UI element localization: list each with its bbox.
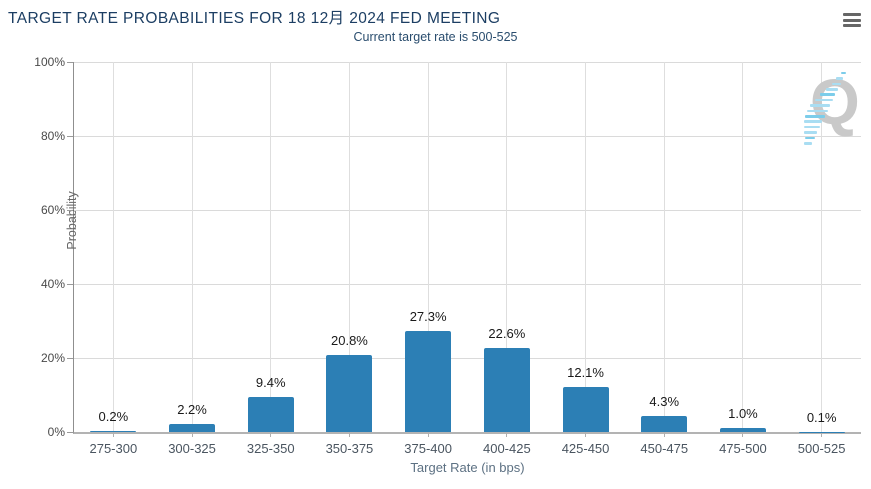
hamburger-bar <box>843 18 861 22</box>
x-axis-title: Target Rate (in bps) <box>410 460 525 475</box>
probability-bar[interactable] <box>483 348 530 432</box>
probability-bar[interactable] <box>405 331 452 432</box>
x-tick-label: 325-350 <box>246 441 295 456</box>
bar-value-label: 27.3% <box>409 309 447 324</box>
bar-value-label: 22.6% <box>488 326 526 342</box>
bar-value-label: 0.1% <box>806 409 837 425</box>
x-tick-label: 400-425 <box>482 441 531 456</box>
y-tick-label: 80% <box>40 129 65 143</box>
vertical-gridline <box>821 62 823 432</box>
probability-bar[interactable] <box>641 416 688 432</box>
horizontal-gridline <box>74 283 861 285</box>
hamburger-bar <box>843 24 861 27</box>
bar-value-label: 20.8% <box>331 333 368 349</box>
y-axis-tick <box>67 357 73 359</box>
x-axis-tick <box>270 432 272 437</box>
probability-bar[interactable] <box>90 431 137 432</box>
probability-bar[interactable] <box>719 428 766 432</box>
bar-value-label: 4.3% <box>649 394 680 410</box>
vertical-gridline <box>270 62 272 432</box>
x-axis-tick <box>112 432 114 437</box>
vertical-gridline <box>506 62 508 432</box>
x-tick-label: 300-325 <box>168 441 216 456</box>
y-axis-tick <box>67 209 73 211</box>
probability-bar[interactable] <box>798 431 845 432</box>
plot-area: Probability 0% 20% 40% 60% 80% 100% 0.2% 275-30… <box>34 55 861 475</box>
probability-bar[interactable] <box>562 387 609 432</box>
bar-value-label: 1.0% <box>728 406 758 422</box>
x-tick-label: 375-400 <box>404 441 452 456</box>
vertical-gridline <box>585 62 587 432</box>
x-tick-label: 450-475 <box>640 441 689 456</box>
x-axis-tick <box>427 432 429 437</box>
y-tick-label: 0% <box>47 425 65 439</box>
y-tick-label: 40% <box>40 277 65 291</box>
x-axis-tick <box>742 432 744 437</box>
x-axis-tick <box>348 432 350 437</box>
y-tick-label: 20% <box>40 351 65 365</box>
hamburger-menu-icon[interactable] <box>843 13 861 27</box>
vertical-gridline <box>112 62 114 432</box>
y-axis-title: Probability <box>65 191 79 250</box>
y-axis-tick <box>67 431 73 433</box>
horizontal-gridline <box>74 135 861 137</box>
probability-bar[interactable] <box>326 355 373 432</box>
bar-value-label: 12.1% <box>567 365 604 381</box>
y-tick-label: 100% <box>34 55 65 69</box>
x-tick-label: 475-500 <box>719 441 767 456</box>
y-tick-label: 60% <box>40 203 65 217</box>
x-tick-label: 500-525 <box>797 441 846 456</box>
horizontal-gridline <box>74 61 861 63</box>
y-axis-tick <box>67 135 73 137</box>
x-axis-tick <box>585 432 587 437</box>
vertical-gridline <box>663 62 665 432</box>
probability-bar[interactable] <box>169 423 216 432</box>
hamburger-bar <box>843 13 861 16</box>
bar-value-label: 2.2% <box>177 401 207 417</box>
vertical-gridline <box>427 62 429 432</box>
x-axis-tick <box>191 432 193 437</box>
bar-value-label: 9.4% <box>255 375 286 391</box>
horizontal-gridline <box>74 209 861 211</box>
x-tick-label: 425-450 <box>561 441 610 456</box>
vertical-gridline <box>348 62 350 432</box>
x-tick-label: 275-300 <box>89 441 138 456</box>
x-axis-tick <box>821 432 823 437</box>
y-axis-tick <box>67 61 73 63</box>
horizontal-gridline <box>74 357 861 359</box>
y-axis-tick <box>67 283 73 285</box>
probability-bar[interactable] <box>247 397 294 432</box>
chart-title: TARGET RATE PROBABILITIES FOR 18 12月 202… <box>8 10 501 27</box>
bar-value-label: 0.2% <box>98 409 129 425</box>
x-axis-tick <box>506 432 508 437</box>
x-axis-tick <box>663 432 665 437</box>
x-tick-label: 350-375 <box>325 441 374 456</box>
vertical-gridline <box>191 62 193 432</box>
vertical-gridline <box>742 62 744 432</box>
chart-subtitle: Current target rate is 500-525 <box>353 30 518 44</box>
